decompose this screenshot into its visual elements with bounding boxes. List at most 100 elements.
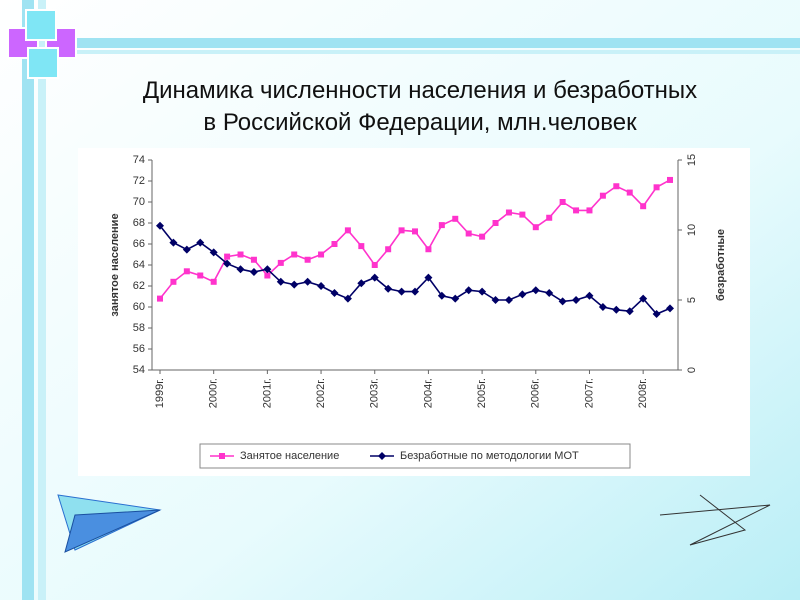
point	[478, 287, 487, 296]
y-tick-label: 72	[133, 175, 145, 187]
point	[169, 238, 178, 247]
point	[183, 268, 190, 275]
point	[613, 183, 620, 190]
point	[652, 310, 661, 318]
point	[492, 220, 499, 226]
x-tick-label: 2007г.	[583, 378, 595, 408]
x-tick-label: 2001г.	[261, 378, 273, 408]
point	[303, 277, 312, 286]
point	[667, 176, 673, 183]
point	[572, 296, 581, 304]
x-tick-label: 2008г.	[637, 378, 649, 408]
point	[626, 189, 633, 196]
point	[546, 214, 553, 221]
point	[586, 207, 593, 214]
point	[236, 265, 245, 274]
chart-area	[78, 148, 750, 476]
point	[412, 228, 418, 235]
point	[491, 296, 500, 304]
point	[249, 268, 258, 276]
point	[357, 279, 366, 288]
x-tick-label: 1999г.	[154, 378, 166, 408]
point	[612, 305, 621, 314]
point	[237, 251, 244, 258]
y-tick-label: 74	[133, 154, 145, 166]
point	[358, 243, 365, 250]
plane-deco	[64, 509, 161, 553]
point	[532, 224, 539, 231]
point	[291, 251, 298, 258]
point	[666, 304, 674, 313]
y-tick-label: 64	[133, 259, 145, 271]
point	[224, 253, 231, 260]
point	[330, 289, 339, 297]
legend-marker	[378, 452, 386, 460]
point	[464, 286, 473, 295]
point	[182, 245, 191, 254]
point	[304, 256, 311, 263]
point	[209, 248, 218, 257]
point	[318, 251, 325, 258]
y2-tick-label: 15	[686, 154, 698, 166]
x-tick-label: 2005г.	[476, 378, 488, 408]
legend-label: Безработные по методологии МОТ	[400, 450, 579, 462]
point	[424, 273, 433, 282]
point	[317, 282, 326, 290]
y-tick-label: 56	[133, 343, 145, 355]
point	[585, 291, 594, 300]
title-line: в Российской Федерации, млн.человек	[203, 109, 637, 136]
point	[398, 227, 405, 234]
y-tick-label: 58	[133, 322, 145, 334]
deco-square	[27, 47, 59, 79]
x-tick-label: 2006г.	[530, 378, 542, 408]
point	[157, 295, 163, 302]
point	[625, 307, 634, 316]
y-tick-label: 62	[133, 280, 145, 292]
plot: 54 56 58 60 62 64 66 68 70 72 74 0 5 10 15 1999г. 2000г.…	[133, 154, 698, 462]
point	[451, 294, 460, 303]
left-bar	[22, 0, 34, 600]
point	[370, 273, 379, 282]
point	[277, 259, 284, 266]
x-tick-label: 2004г.	[422, 378, 434, 408]
legend-label: Занятое население	[240, 450, 339, 462]
deco-square	[25, 9, 57, 41]
point	[276, 277, 285, 286]
point	[438, 222, 445, 229]
point	[504, 296, 513, 304]
y2-axis-title: безработные	[715, 229, 727, 301]
point	[518, 290, 527, 299]
point	[573, 207, 580, 214]
top-bar	[60, 38, 800, 48]
point	[519, 211, 526, 218]
point	[653, 184, 660, 191]
point	[437, 291, 446, 300]
point	[170, 278, 177, 285]
point	[250, 256, 257, 263]
left-bar-thin	[38, 0, 46, 600]
point	[639, 294, 648, 303]
point	[505, 209, 512, 216]
y2-tick-label: 10	[686, 224, 698, 236]
y2-tick-label: 0	[686, 367, 698, 373]
point	[559, 199, 566, 205]
point	[465, 230, 472, 237]
point	[156, 221, 164, 230]
point	[371, 262, 378, 268]
x-tick-label: 2002г.	[315, 378, 327, 408]
point	[331, 241, 338, 247]
y-tick-label: 70	[133, 196, 145, 208]
point	[290, 280, 299, 289]
point	[598, 303, 607, 311]
y-tick-label: 54	[133, 364, 145, 376]
y-tick-label: 68	[133, 217, 145, 229]
point	[264, 272, 271, 279]
x-tick-label: 2000г.	[208, 378, 220, 408]
point	[425, 246, 432, 253]
y-axis-title: занятое население	[109, 213, 121, 316]
point	[263, 265, 272, 274]
point	[452, 215, 459, 222]
point	[196, 238, 205, 247]
point	[640, 203, 647, 210]
